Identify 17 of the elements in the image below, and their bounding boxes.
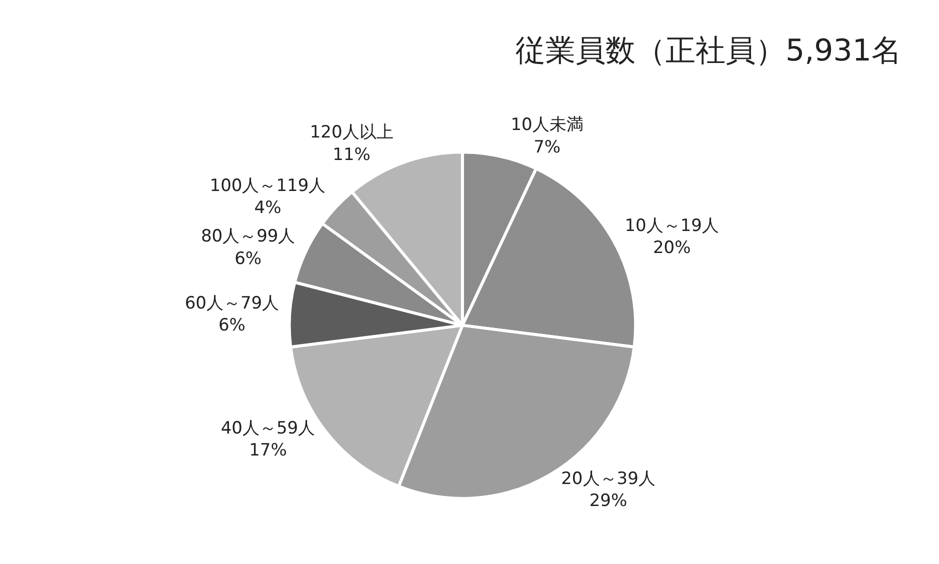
data-label: 29% <box>589 491 628 512</box>
data-label: 6% <box>218 315 246 336</box>
data-label: 20% <box>652 238 691 258</box>
slice-label: 100人～119人 <box>210 176 326 196</box>
data-label: 7% <box>534 137 561 158</box>
chart-title: 従業員数（正社員）5,931名 <box>516 33 902 68</box>
slice-label: 20人～39人 <box>561 468 656 489</box>
data-label: 17% <box>249 440 287 460</box>
slice-label: 60人～79人 <box>184 293 280 314</box>
data-label: 11% <box>332 144 370 165</box>
slice-label: 40人～59人 <box>220 418 316 438</box>
data-label: 4% <box>254 198 282 218</box>
slice-label: 120人以上 <box>310 122 394 143</box>
slice-label: 10人未満 <box>510 115 584 136</box>
slice-label: 80人～99人 <box>200 226 296 247</box>
data-label: 6% <box>234 248 262 269</box>
slice-label: 10人～19人 <box>624 216 719 236</box>
